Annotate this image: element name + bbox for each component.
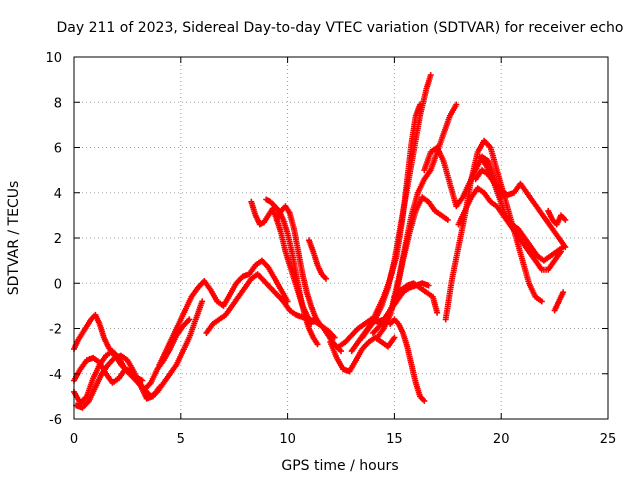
series-markers <box>156 257 291 368</box>
x-tick-label: 10 <box>279 432 296 447</box>
y-tick-label: -2 <box>49 323 62 338</box>
series-track-14 <box>359 72 434 341</box>
series-markers <box>476 153 567 264</box>
x-tick-label: 5 <box>177 432 185 447</box>
series-track-11 <box>327 334 398 375</box>
series-track-10 <box>306 237 329 282</box>
y-tick-label: -6 <box>49 413 62 428</box>
y-tick-label: 6 <box>54 142 62 157</box>
series-track-4 <box>73 352 163 411</box>
series-track-20 <box>442 137 545 323</box>
series-track-23 <box>476 153 567 264</box>
series-track-15 <box>387 316 428 404</box>
y-tick-label: 0 <box>54 277 62 292</box>
series-track-18 <box>391 280 441 316</box>
series-track-17 <box>370 101 460 336</box>
y-axis-title: SDTVAR / TECUs <box>6 181 22 296</box>
series-track-8 <box>273 203 344 355</box>
chart-title: Day 211 of 2023, Sidereal Day-to-day VTE… <box>57 20 624 36</box>
x-tick-label: 20 <box>493 432 510 447</box>
series-track-5 <box>156 257 291 368</box>
y-tick-label: 10 <box>45 51 62 66</box>
x-tick-label: 0 <box>70 432 78 447</box>
series-track-9 <box>263 196 321 348</box>
x-tick-label: 25 <box>600 432 617 447</box>
series-track-24 <box>545 207 569 228</box>
y-tick-label: 2 <box>54 232 62 247</box>
y-tick-label: 4 <box>54 187 62 202</box>
series-markers <box>306 237 329 282</box>
x-axis-title: GPS time / hours <box>281 458 398 474</box>
x-tick-label: 15 <box>386 432 403 447</box>
y-tick-label: -4 <box>49 368 62 383</box>
series-markers <box>442 137 545 323</box>
axis-ticks: 0 5 10 15 20 25 -6 -4 -2 0 2 4 6 8 10 <box>45 51 616 447</box>
series-track-25 <box>551 289 567 314</box>
series-markers <box>387 316 428 404</box>
y-tick-label: 8 <box>54 96 62 111</box>
data-points <box>71 72 569 411</box>
